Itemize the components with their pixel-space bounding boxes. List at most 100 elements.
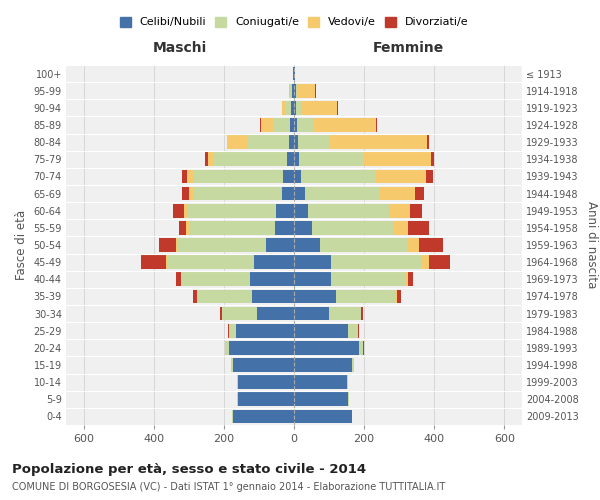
Bar xyxy=(237,392,238,406)
Bar xyxy=(299,152,364,166)
Bar xyxy=(294,186,305,200)
Bar xyxy=(247,136,289,149)
Bar xyxy=(352,358,353,372)
Bar xyxy=(294,256,331,269)
Bar xyxy=(254,256,294,269)
Bar xyxy=(294,204,308,218)
Bar xyxy=(275,221,294,234)
Bar xyxy=(182,272,250,286)
Legend: Celibi/Nubili, Coniugati/e, Vedovi/e, Divorziati/e: Celibi/Nubili, Coniugati/e, Vedovi/e, Di… xyxy=(119,16,469,28)
Bar xyxy=(294,101,296,114)
Bar xyxy=(250,272,294,286)
Bar xyxy=(208,152,214,166)
Bar xyxy=(294,358,352,372)
Bar xyxy=(380,186,415,200)
Bar xyxy=(237,376,238,389)
Text: Maschi: Maschi xyxy=(153,40,207,54)
Bar xyxy=(182,186,189,200)
Y-axis label: Anni di nascita: Anni di nascita xyxy=(586,202,598,288)
Bar xyxy=(282,186,294,200)
Bar xyxy=(329,136,427,149)
Bar xyxy=(194,170,283,183)
Bar xyxy=(296,101,302,114)
Bar xyxy=(168,256,254,269)
Bar xyxy=(294,136,298,149)
Bar xyxy=(406,272,408,286)
Bar xyxy=(336,290,396,304)
Bar xyxy=(294,170,301,183)
Text: Popolazione per età, sesso e stato civile - 2014: Popolazione per età, sesso e stato civil… xyxy=(12,462,366,475)
Bar xyxy=(193,290,197,304)
Bar xyxy=(349,324,357,338)
Bar xyxy=(410,204,422,218)
Bar xyxy=(357,324,358,338)
Bar xyxy=(294,410,352,424)
Bar xyxy=(408,272,413,286)
Bar xyxy=(290,118,294,132)
Bar xyxy=(292,84,294,98)
Bar xyxy=(389,204,410,218)
Bar xyxy=(294,290,336,304)
Bar xyxy=(308,204,389,218)
Text: Femmine: Femmine xyxy=(373,40,443,54)
Bar xyxy=(252,290,294,304)
Bar xyxy=(285,101,291,114)
Bar xyxy=(236,324,294,338)
Bar xyxy=(329,306,361,320)
Bar xyxy=(376,118,377,132)
Bar xyxy=(315,84,316,98)
Bar xyxy=(361,306,363,320)
Bar xyxy=(159,238,176,252)
Bar xyxy=(294,66,295,80)
Bar xyxy=(397,290,401,304)
Bar xyxy=(283,170,294,183)
Bar xyxy=(289,136,294,149)
Bar xyxy=(184,204,187,218)
Bar xyxy=(227,136,247,149)
Bar xyxy=(257,306,294,320)
Bar xyxy=(220,306,222,320)
Bar xyxy=(298,136,329,149)
Bar xyxy=(197,290,252,304)
Bar xyxy=(320,238,408,252)
Bar xyxy=(176,238,178,252)
Bar xyxy=(294,306,329,320)
Bar xyxy=(226,341,229,354)
Bar xyxy=(331,256,422,269)
Bar xyxy=(187,170,194,183)
Bar xyxy=(178,238,266,252)
Bar xyxy=(238,392,294,406)
Bar xyxy=(179,221,186,234)
Bar xyxy=(302,101,337,114)
Bar xyxy=(427,136,429,149)
Bar xyxy=(294,152,299,166)
Bar xyxy=(298,84,315,98)
Bar xyxy=(294,272,331,286)
Bar xyxy=(233,410,294,424)
Bar xyxy=(294,324,349,338)
Bar xyxy=(294,376,347,389)
Bar xyxy=(260,118,273,132)
Y-axis label: Fasce di età: Fasce di età xyxy=(15,210,28,280)
Bar xyxy=(376,170,425,183)
Bar xyxy=(142,256,166,269)
Bar xyxy=(289,84,290,98)
Bar xyxy=(331,272,406,286)
Bar xyxy=(408,238,419,252)
Bar xyxy=(429,256,450,269)
Bar xyxy=(294,84,296,98)
Bar xyxy=(305,186,380,200)
Bar xyxy=(186,221,189,234)
Bar xyxy=(394,221,408,234)
Bar xyxy=(359,341,363,354)
Bar xyxy=(293,66,294,80)
Bar xyxy=(194,186,282,200)
Bar xyxy=(181,272,182,286)
Bar xyxy=(311,221,394,234)
Bar xyxy=(431,152,434,166)
Text: COMUNE DI BORGOSESIA (VC) - Dati ISTAT 1° gennaio 2014 - Elaborazione TUTTITALIA: COMUNE DI BORGOSESIA (VC) - Dati ISTAT 1… xyxy=(12,482,445,492)
Bar xyxy=(291,101,294,114)
Bar xyxy=(229,324,236,338)
Bar xyxy=(294,238,320,252)
Bar xyxy=(314,118,376,132)
